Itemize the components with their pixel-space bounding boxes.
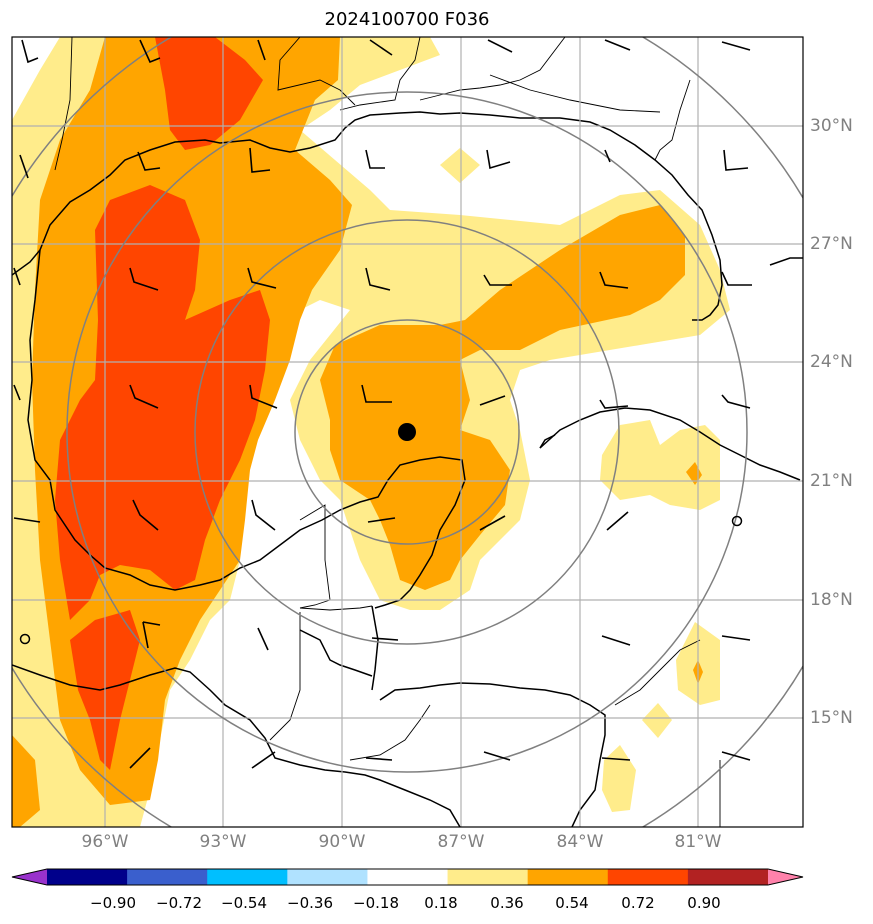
colorbar-extend-high [768, 869, 803, 885]
colorbar [11, 868, 804, 886]
lon-label-93w: 93°W [199, 832, 247, 852]
colorbar-tick-label: −0.72 [156, 894, 202, 912]
lat-label-15n: 15°N [810, 708, 853, 728]
lon-label-87w: 87°W [437, 832, 485, 852]
colorbar-segment [687, 869, 769, 885]
lon-label-81w: 81°W [674, 832, 722, 852]
colorbar-tick-label: 0.54 [555, 894, 589, 912]
colorbar-segment [447, 869, 529, 885]
station-circle-west [19, 633, 31, 645]
colorbar-tick-label: −0.18 [353, 894, 399, 912]
colorbar-segment [367, 869, 449, 885]
lat-label-18n: 18°N [810, 590, 853, 610]
lon-label-84w: 84°W [556, 832, 604, 852]
colorbar-tick-label: 0.36 [490, 894, 524, 912]
station-circle-east [731, 515, 743, 527]
colorbar-tick-label: −0.90 [90, 894, 136, 912]
lat-label-24n: 24°N [810, 352, 853, 372]
field-red-orange [55, 37, 270, 770]
colorbar-segment [127, 869, 208, 885]
political-borders [54, 37, 721, 827]
wind-barbs [13, 39, 752, 769]
colorbar-segments [47, 869, 769, 885]
lat-label-27n: 27°N [810, 234, 853, 254]
map-area [12, 37, 803, 827]
range-rings [12, 37, 803, 827]
colorbar-tick-label: −0.54 [221, 894, 267, 912]
lon-label-96w: 96°W [81, 832, 129, 852]
map-frame [11, 36, 804, 828]
plot-title: 2024100700 F036 [324, 9, 490, 30]
lon-label-90w: 90°W [318, 832, 366, 852]
colorbar-outline [11, 868, 804, 886]
colorbar-extend-low [12, 869, 47, 885]
colorbar-tick-label: −0.36 [287, 894, 333, 912]
colorbar-tick-label: 0.72 [621, 894, 655, 912]
colorbar-segment [287, 869, 368, 885]
coastlines [12, 111, 803, 827]
colorbar-segment [527, 869, 609, 885]
storm-center-marker [398, 423, 416, 441]
colorbar-segment [607, 869, 689, 885]
colorbar-segment [207, 869, 288, 885]
colorbar-segment [47, 869, 128, 885]
lat-label-21n: 21°N [810, 471, 853, 491]
lat-label-30n: 30°N [810, 116, 853, 136]
lat-lon-grid [12, 37, 803, 827]
colorbar-tick-label: 0.18 [424, 894, 458, 912]
colorbar-tick-label: 0.90 [687, 894, 721, 912]
